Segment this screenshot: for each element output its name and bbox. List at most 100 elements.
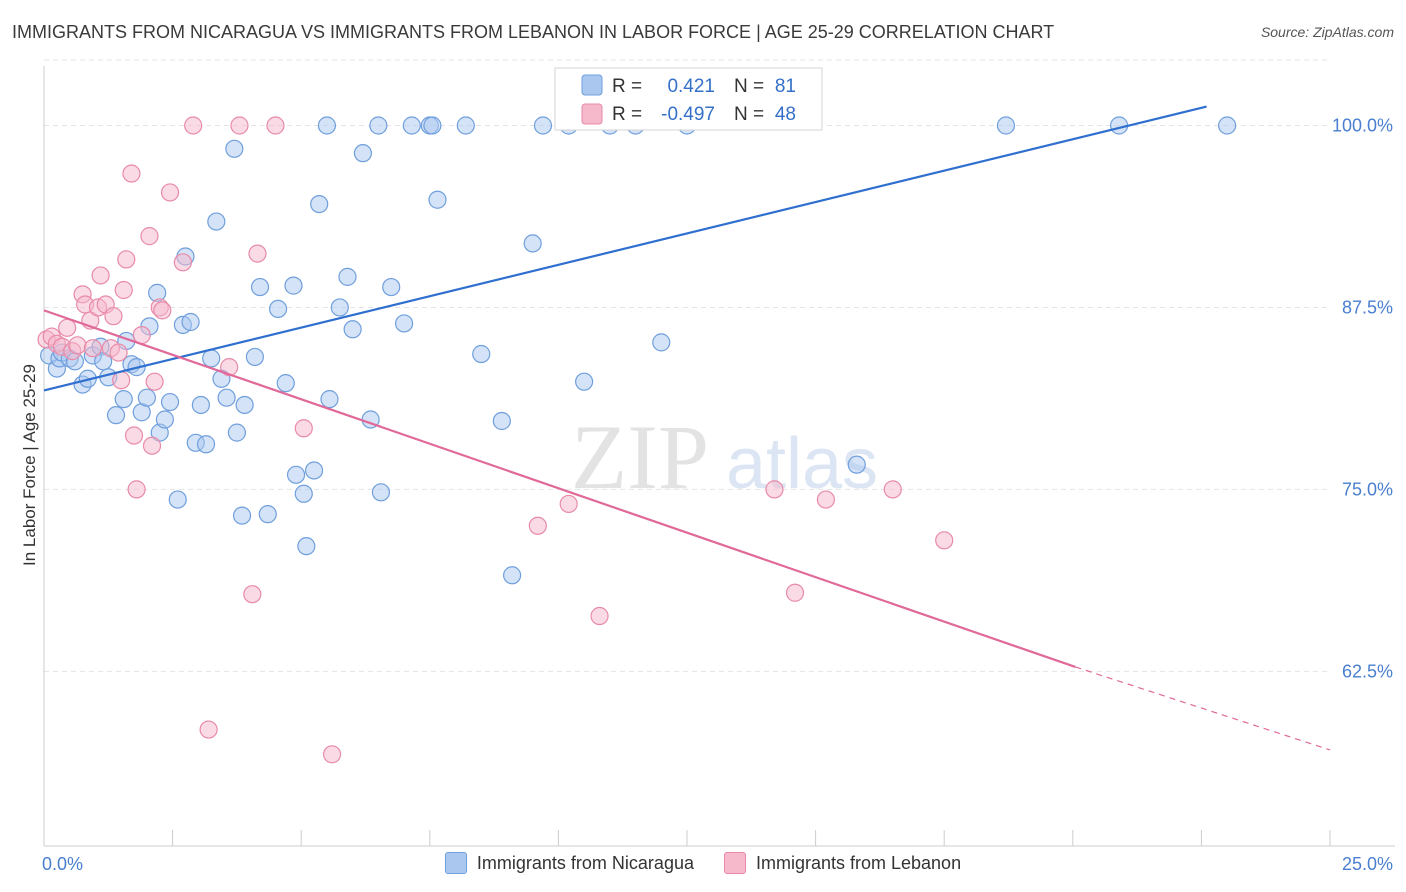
lebanon-point (528, 516, 547, 535)
nicaragua-point (338, 267, 357, 286)
y-axis-label: In Labor Force | Age 25-29 (20, 364, 39, 566)
stats-r-value-lebanon: -0.497 (661, 104, 715, 125)
x-tick-label: 0.0% (42, 854, 83, 874)
legend-swatch-lebanon (723, 852, 746, 874)
nicaragua-point (369, 116, 388, 135)
lebanon-point (243, 585, 262, 604)
nicaragua-point (155, 410, 174, 429)
nicaragua-point (286, 465, 306, 484)
nicaragua-point (310, 195, 329, 214)
nicaragua-point (428, 190, 447, 209)
nicaragua-point (225, 139, 244, 158)
nicaragua-point (217, 388, 236, 407)
nicaragua-point (160, 392, 180, 412)
lebanon-point (248, 244, 267, 263)
nicaragua-point (320, 390, 339, 409)
lebanon-trendline (43, 309, 1076, 669)
lebanon-point (184, 116, 203, 135)
nicaragua-point (196, 435, 216, 454)
nicaragua-point (297, 537, 316, 556)
nicaragua-point (394, 314, 414, 333)
stats-r-label-lebanon: R = (612, 104, 642, 125)
lebanon-point (104, 307, 123, 326)
legend-item-lebanon: Immigrants from Lebanon (723, 852, 961, 874)
lebanon-trendline-extension (1075, 666, 1331, 751)
points-layer (37, 116, 1237, 764)
nicaragua-point (996, 116, 1016, 135)
nicaragua-point (492, 411, 511, 431)
nicaragua-point (371, 483, 391, 502)
lebanon-point (117, 250, 136, 269)
nicaragua-point (276, 374, 295, 393)
nicaragua-point (294, 484, 313, 503)
y-tick-label: 62.5% (1342, 661, 1393, 681)
lebanon-point (220, 358, 239, 377)
nicaragua-point (575, 372, 594, 391)
nicaragua-point (317, 116, 337, 135)
nicaragua-point (652, 333, 671, 352)
lebanon-point (230, 116, 249, 135)
stats-n-value-lebanon: 48 (775, 104, 796, 125)
lebanon-point (322, 745, 342, 764)
chart-title: IMMIGRANTS FROM NICARAGUA VS IMMIGRANTS … (12, 22, 1055, 42)
legend: Immigrants from Nicaragua Immigrants fro… (0, 852, 1406, 874)
stats-n-value-nicaragua: 81 (775, 76, 796, 97)
lebanon-point (91, 266, 110, 285)
nicaragua-point (382, 277, 401, 297)
lebanon-point (785, 583, 805, 602)
nicaragua-point (207, 212, 226, 231)
lebanon-point (765, 480, 784, 499)
lebanon-point (173, 253, 192, 272)
stats-box: R = 0.421 N = 81 R = -0.497 N = 48 (554, 67, 823, 131)
lebanon-point (58, 318, 77, 337)
nicaragua-point (330, 298, 349, 317)
nicaragua-point (202, 349, 221, 368)
nicaragua-point (402, 116, 421, 135)
stats-r-label-nicaragua: R = (612, 76, 642, 97)
legend-label-nicaragua: Immigrants from Nicaragua (476, 852, 694, 873)
lebanon-point (114, 280, 133, 300)
lebanon-point (142, 436, 162, 455)
lebanon-point (122, 164, 141, 183)
axes-layer: 100.0% 87.5% 75.0% 62.5% 0.0% 25.0% (42, 66, 1395, 874)
nicaragua-point (456, 116, 475, 135)
nicaragua-trendline (43, 105, 1207, 392)
nicaragua-point (472, 344, 491, 364)
nicaragua-point (523, 234, 542, 253)
source-label: Source: ZipAtlas.com (1260, 24, 1394, 40)
nicaragua-point (258, 505, 277, 524)
stats-n-label-nicaragua: N = (734, 76, 764, 97)
nicaragua-point (191, 395, 210, 415)
nicaragua-point (181, 312, 200, 332)
y-tick-label: 87.5% (1342, 297, 1393, 317)
lebanon-point (160, 183, 180, 202)
y-tick-label: 75.0% (1342, 479, 1393, 499)
nicaragua-point (250, 277, 270, 297)
nicaragua-point (114, 390, 133, 409)
watermark: ZIP atlas (571, 406, 878, 508)
nicaragua-point (533, 116, 553, 135)
nicaragua-point (284, 276, 303, 295)
nicaragua-point (1218, 116, 1237, 135)
lebanon-point (145, 372, 164, 391)
lebanon-point (816, 490, 835, 509)
lebanon-point (140, 227, 159, 246)
lebanon-point (68, 336, 87, 355)
legend-swatch-nicaragua (444, 852, 467, 874)
lebanon-point (935, 531, 954, 550)
nicaragua-point (106, 406, 126, 425)
watermark-zip: ZIP (571, 406, 709, 508)
nicaragua-point (168, 490, 187, 509)
lebanon-point (294, 419, 313, 438)
stats-n-label-lebanon: N = (734, 104, 764, 125)
lebanon-point (590, 606, 609, 626)
trend-layer (43, 105, 1331, 751)
stats-r-value-nicaragua: 0.421 (667, 76, 715, 97)
lebanon-point (153, 301, 172, 320)
nicaragua-point (423, 116, 442, 135)
nicaragua-point (137, 388, 156, 407)
lebanon-point (109, 343, 128, 362)
nicaragua-point (268, 299, 288, 318)
nicaragua-point (847, 455, 866, 474)
